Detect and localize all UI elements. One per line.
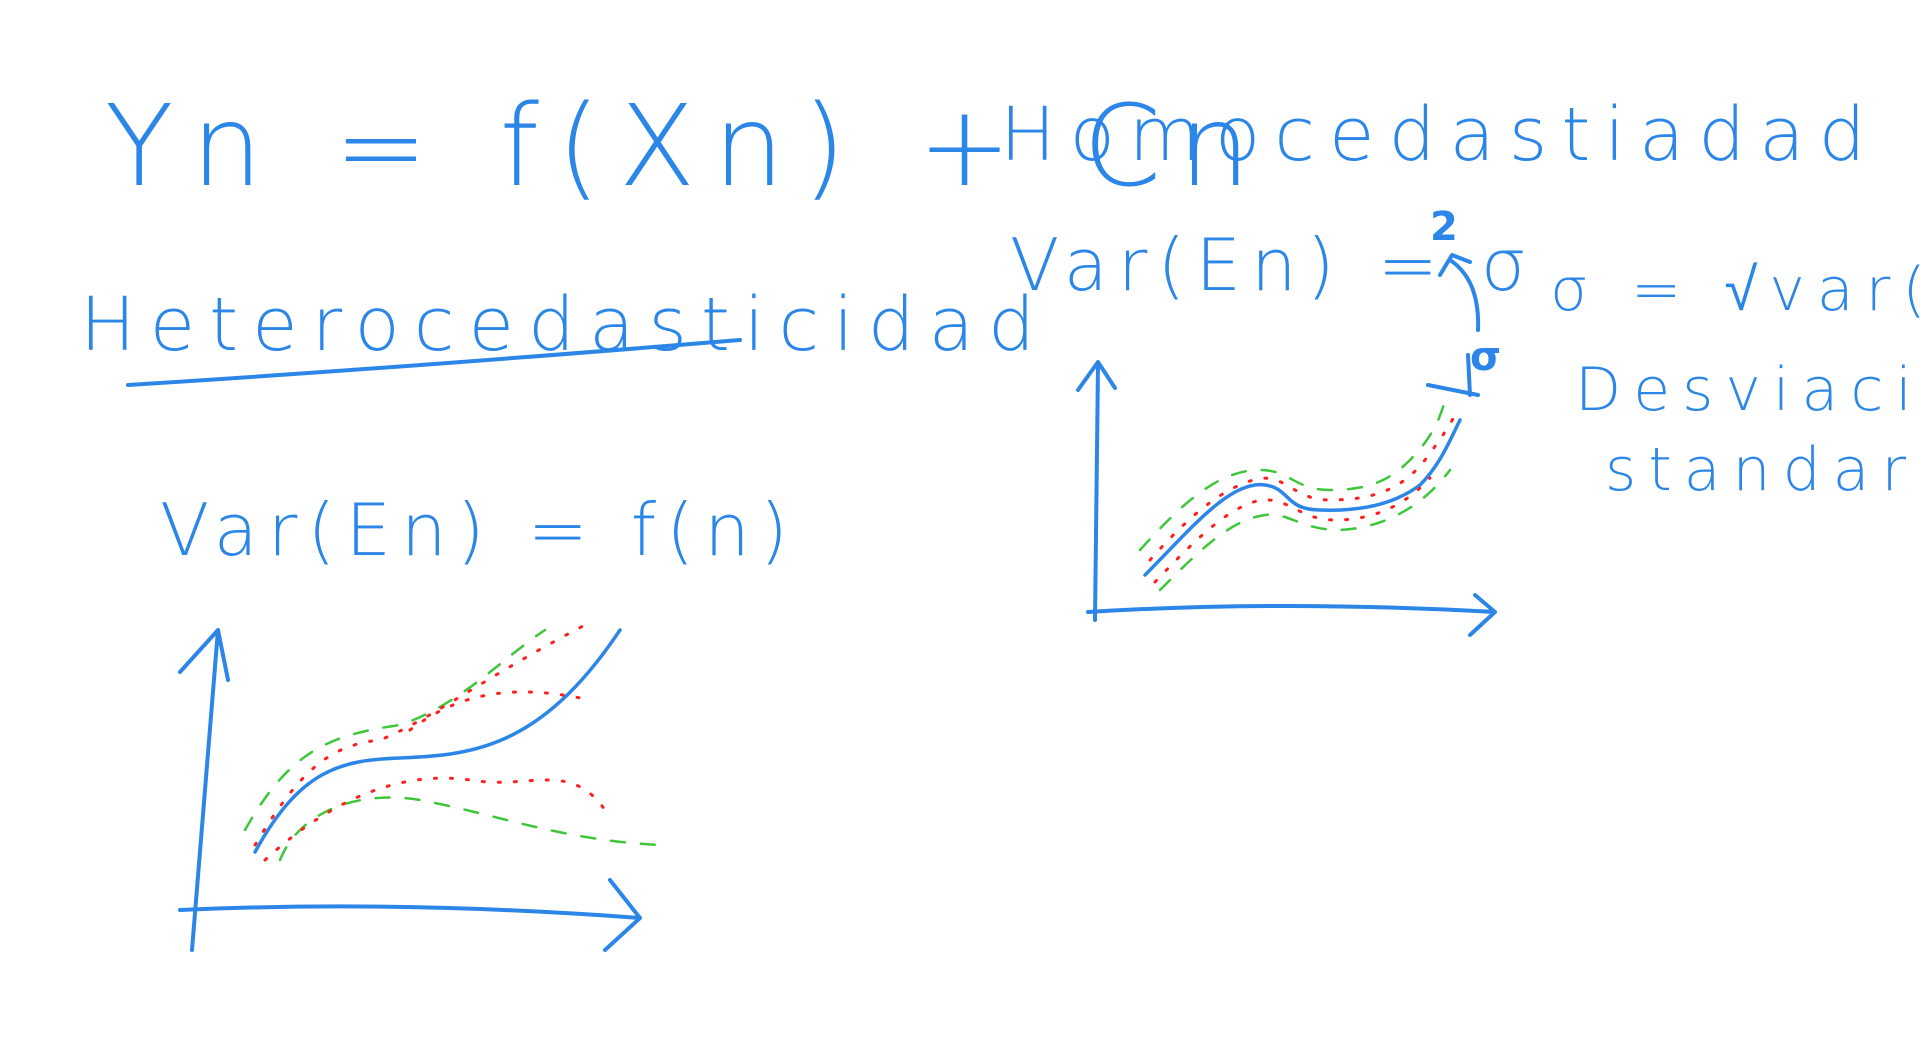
- left-scatter-upper: [253, 623, 587, 847]
- right-plot: σ: [1076, 334, 1501, 637]
- homoscedasticity-title: Homocedastiadad: [1000, 92, 1880, 178]
- sigma-marker: [1426, 353, 1480, 397]
- left-scatter-lower: [263, 776, 607, 862]
- caption-line-1: Desviación: [1575, 355, 1920, 425]
- right-band-lower: [1158, 468, 1452, 592]
- sigma-equation: σ = √var(ε): [1550, 255, 1920, 325]
- title-underline: [126, 338, 742, 387]
- left-scatter-mid: [408, 690, 592, 732]
- right-scatter-upper: [1148, 413, 1457, 562]
- caption-line-2: standard: [1605, 435, 1920, 505]
- left-band-lower: [278, 796, 662, 862]
- left-y-axis: [178, 628, 230, 952]
- model-equation: Yn = f(Xn) + Cn: [105, 82, 1268, 212]
- left-x-axis: [178, 878, 642, 952]
- right-y-axis: [1076, 360, 1117, 622]
- variance-exponent: 2: [1430, 204, 1458, 250]
- exponent-arrow: [1438, 253, 1481, 332]
- right-scatter-lower: [1153, 476, 1432, 584]
- right-x-axis: [1086, 593, 1497, 637]
- right-fitted-curve: [1143, 418, 1462, 577]
- left-variance-equation: Var(En) = f(n): [160, 488, 798, 572]
- left-fitted-curve: [253, 628, 622, 854]
- left-plot: [178, 623, 662, 952]
- right-variance-equation: Var(En) = σ: [1010, 223, 1536, 307]
- sigma-marker-label: σ: [1470, 334, 1501, 380]
- right-band-upper: [1138, 398, 1447, 552]
- left-band-upper: [243, 628, 547, 832]
